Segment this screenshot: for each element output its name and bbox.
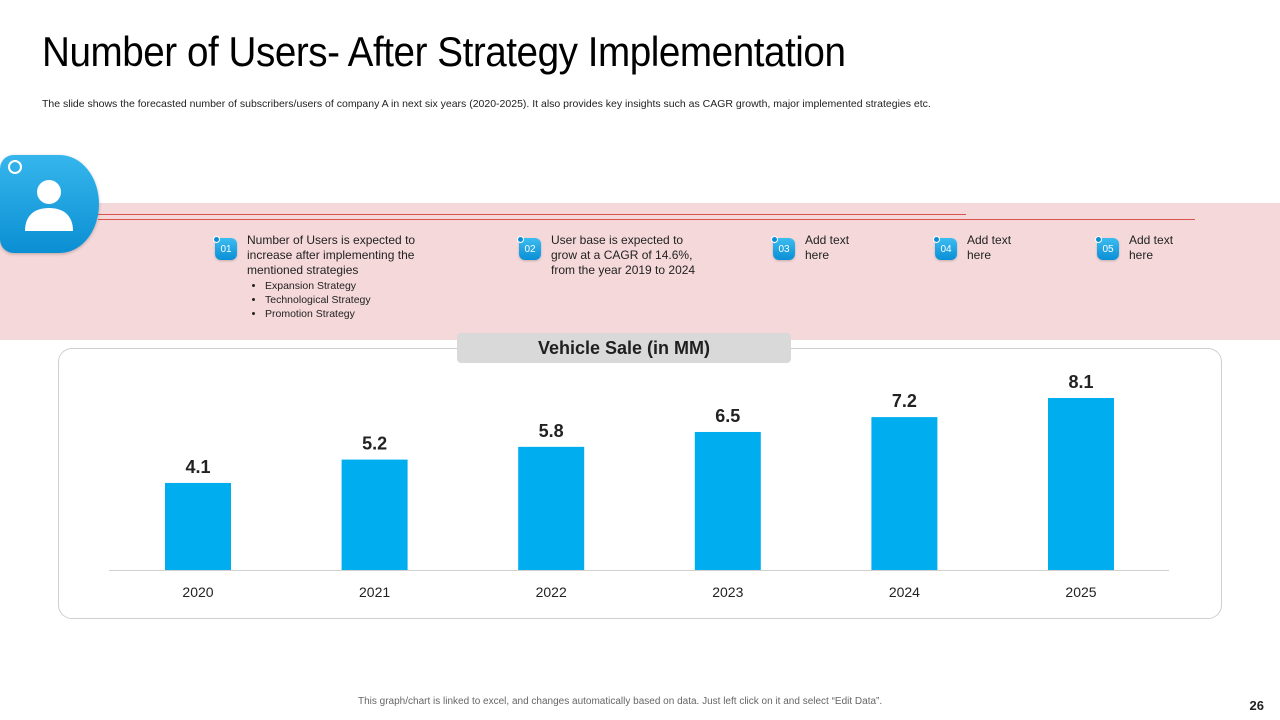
insight-item-03: 03 Add text here: [771, 233, 867, 263]
user-icon: [25, 180, 73, 231]
insights-band: [0, 203, 1280, 340]
insight-item-02: 02 User base is expected to grow at a CA…: [517, 233, 711, 278]
data-label-2023: 6.5: [715, 406, 740, 426]
x-tick-label-2025: 2025: [1065, 584, 1096, 600]
x-tick-label-2021: 2021: [359, 584, 390, 600]
ring-icon: [8, 160, 22, 174]
chart-container: [58, 348, 1222, 619]
insight-item-01: 01 Number of Users is expected to increa…: [213, 233, 432, 321]
data-label-2021: 5.2: [362, 434, 387, 454]
insight-text-05: Add text here: [1129, 233, 1174, 262]
bar-2024: [871, 417, 938, 570]
bar-2023: [694, 431, 761, 570]
x-tick-label-2020: 2020: [182, 584, 213, 600]
badge-05: 05: [1095, 236, 1119, 260]
insight-text-02: User base is expected to grow at a CAGR …: [551, 233, 696, 277]
footnote: This graph/chart is linked to excel, and…: [358, 696, 883, 707]
x-tick-label-2024: 2024: [889, 584, 920, 600]
page-number: 26: [1249, 698, 1264, 713]
x-tick-label-2023: 2023: [712, 584, 743, 600]
strategy-list: Expansion Strategy Technological Strateg…: [247, 279, 432, 321]
x-tick-label-2022: 2022: [536, 584, 567, 600]
chart-title: Vehicle Sale (in MM): [457, 333, 791, 363]
bar-2025: [1048, 398, 1114, 570]
insight-text-01: Number of Users is expected to increase …: [247, 233, 416, 277]
data-label-2025: 8.1: [1068, 372, 1093, 392]
bar-2021: [341, 459, 408, 570]
list-item: Promotion Strategy: [265, 307, 432, 321]
badge-03: 03: [771, 236, 795, 260]
insight-text-03: Add text here: [805, 233, 850, 262]
badge-02: 02: [517, 236, 541, 260]
insight-item-04: 04 Add text here: [933, 233, 1029, 263]
data-label-2024: 7.2: [892, 391, 917, 411]
data-label-2022: 5.8: [539, 421, 564, 441]
divider-line: [98, 219, 1195, 220]
divider-line: [98, 214, 966, 215]
badge-01: 01: [213, 236, 237, 260]
bar-2022: [518, 446, 585, 570]
page-subtitle: The slide shows the forecasted number of…: [42, 98, 931, 110]
badge-04: 04: [933, 236, 957, 260]
list-item: Technological Strategy: [265, 293, 432, 307]
insight-text-04: Add text here: [967, 233, 1012, 262]
data-label-2020: 4.1: [185, 457, 210, 477]
page-title: Number of Users- After Strategy Implemen…: [42, 28, 846, 75]
bar-2020: [165, 482, 231, 570]
list-item: Expansion Strategy: [265, 279, 432, 293]
insight-item-05: 05 Add text here: [1095, 233, 1191, 263]
